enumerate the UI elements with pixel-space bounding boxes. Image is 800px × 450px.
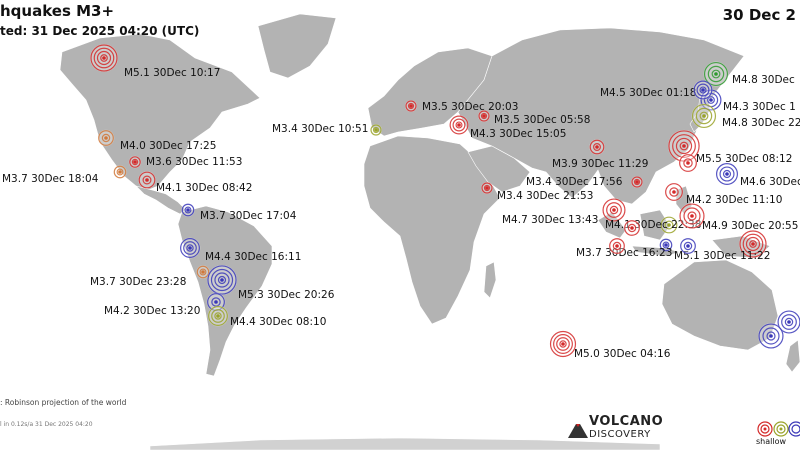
new-zealand-landmass [785, 339, 800, 373]
quake-marker[interactable] [196, 265, 210, 279]
sumatra-landmass [597, 211, 627, 239]
quake-label: M5.3 30Dec 20:26 [238, 289, 335, 301]
quake-label: M4.6 30Dec [740, 176, 800, 188]
quake-label: M5.0 30Dec 04:16 [574, 348, 671, 360]
quake-marker[interactable] [478, 110, 490, 122]
quake-marker[interactable] [679, 203, 705, 229]
java-landmass [631, 245, 682, 257]
quake-marker[interactable] [631, 176, 643, 188]
quake-marker[interactable] [659, 238, 673, 252]
quake-label: M4.9 30Dec 20:55 [702, 220, 798, 232]
quake-label: M4.8 30Dec [732, 74, 795, 86]
quake-marker[interactable] [679, 237, 697, 255]
quake-label: M3.7 30Dec 18:04 [2, 173, 99, 185]
depth-legend: shallow [756, 420, 800, 450]
quake-marker[interactable] [405, 100, 417, 112]
logo-text-bottom: DISCOVERY [589, 429, 651, 440]
quake-marker[interactable] [90, 44, 118, 72]
quake-marker[interactable] [667, 129, 701, 163]
quake-label: M3.9 30Dec 11:29 [552, 158, 648, 170]
quake-label: M5.1 30Dec 11:22 [674, 250, 770, 262]
quake-label: M3.4 30Dec 17:56 [526, 176, 623, 188]
generation-note: l in 0.12s/a 31 Dec 2025 04:20 [0, 421, 93, 428]
quake-marker[interactable] [739, 230, 767, 258]
quake-label: M3.5 30Dec 05:58 [494, 114, 590, 126]
volcano-discovery-logo[interactable]: VOLCANO DISCOVERY [567, 414, 687, 444]
north-america-landmass [59, 33, 261, 191]
madagascar-landmass [483, 261, 497, 299]
quake-marker[interactable] [608, 237, 626, 255]
quake-marker[interactable] [693, 80, 713, 100]
quake-label: M5.1 30Dec 10:17 [124, 67, 220, 79]
quake-marker[interactable] [664, 182, 684, 202]
quake-label: M4.2 30Dec 11:10 [686, 194, 782, 206]
quakes-layer: M5.1 30Dec 10:17 M4.0 30Dec 17:25 M3.6 30D… [2, 44, 800, 360]
updated-timestamp: ted: 31 Dec 2025 04:20 (UTC) [0, 24, 200, 38]
quake-marker[interactable] [758, 323, 784, 349]
quake-label: M4.3 30Dec 1 [723, 101, 796, 113]
quake-label: M3.4 30Dec 10:51 [272, 123, 368, 135]
quake-marker[interactable] [370, 124, 382, 136]
quake-marker[interactable] [691, 103, 717, 129]
quake-label: M4.8 30Dec 22 [722, 117, 800, 129]
quake-marker[interactable] [138, 171, 156, 189]
logo-text-top: VOLCANO [589, 414, 664, 429]
quake-label: M3.4 30Dec 21:53 [497, 190, 593, 202]
map-title: hquakes M3+ [0, 2, 115, 20]
quake-label: M4.4 30Dec 08:10 [230, 316, 326, 328]
antarctica-landmass [149, 437, 661, 450]
quake-label: M3.7 30Dec 16:23 [576, 247, 672, 259]
philippines-landmass [675, 185, 693, 215]
asia-landmass [457, 27, 745, 205]
quake-marker[interactable] [128, 155, 142, 169]
quake-label: M5.5 30Dec 08:12 [696, 153, 792, 165]
quake-marker[interactable] [623, 219, 641, 237]
map-date: 30 Dec 2 [722, 6, 796, 24]
projection-note: : Robinson projection of the world [0, 398, 127, 407]
quake-label: M4.5 30Dec 01:18 [600, 87, 696, 99]
quake-marker[interactable] [660, 216, 678, 234]
quake-marker[interactable] [449, 115, 469, 135]
quake-label: M3.7 30Dec 17:04 [200, 210, 297, 222]
quake-marker[interactable] [715, 162, 739, 186]
quake-marker[interactable] [703, 61, 729, 87]
volcano-icon [568, 424, 588, 438]
quake-marker[interactable] [113, 165, 127, 179]
quake-label: M4.0 30Dec 17:25 [120, 140, 216, 152]
quake-marker[interactable] [678, 153, 698, 173]
quake-marker[interactable] [181, 203, 195, 217]
quake-label: M4.4 30Dec 16:11 [205, 251, 301, 263]
quake-marker[interactable] [549, 330, 577, 358]
quake-marker[interactable] [97, 129, 115, 147]
quake-label: M4.7 30Dec 13:43 [502, 214, 598, 226]
quake-label: M4.1 30Dec 08:42 [156, 182, 252, 194]
quake-label: M4.1 30Dec 22:38 [605, 219, 701, 231]
quake-marker[interactable] [206, 264, 238, 296]
greenland-landmass [257, 13, 337, 79]
south-america-landmass [177, 205, 273, 377]
quake-label: M4.2 30Dec 13:20 [104, 305, 200, 317]
australia-landmass [661, 259, 779, 351]
quake-marker[interactable] [481, 182, 493, 194]
borneo-landmass [639, 209, 671, 241]
quake-label: M4.3 30Dec 15:05 [470, 128, 566, 140]
quake-label: M3.6 30Dec 11:53 [146, 156, 242, 168]
quake-label: M3.7 30Dec 23:28 [90, 276, 186, 288]
quake-marker[interactable] [777, 310, 800, 334]
legend-markers [757, 421, 800, 437]
quake-label: M3.5 30Dec 20:03 [422, 101, 518, 113]
legend-label-shallow: shallow [756, 437, 787, 446]
quake-marker[interactable] [589, 139, 605, 155]
quake-marker[interactable] [179, 237, 201, 259]
quake-marker[interactable] [602, 198, 626, 222]
quake-marker[interactable] [207, 305, 229, 327]
